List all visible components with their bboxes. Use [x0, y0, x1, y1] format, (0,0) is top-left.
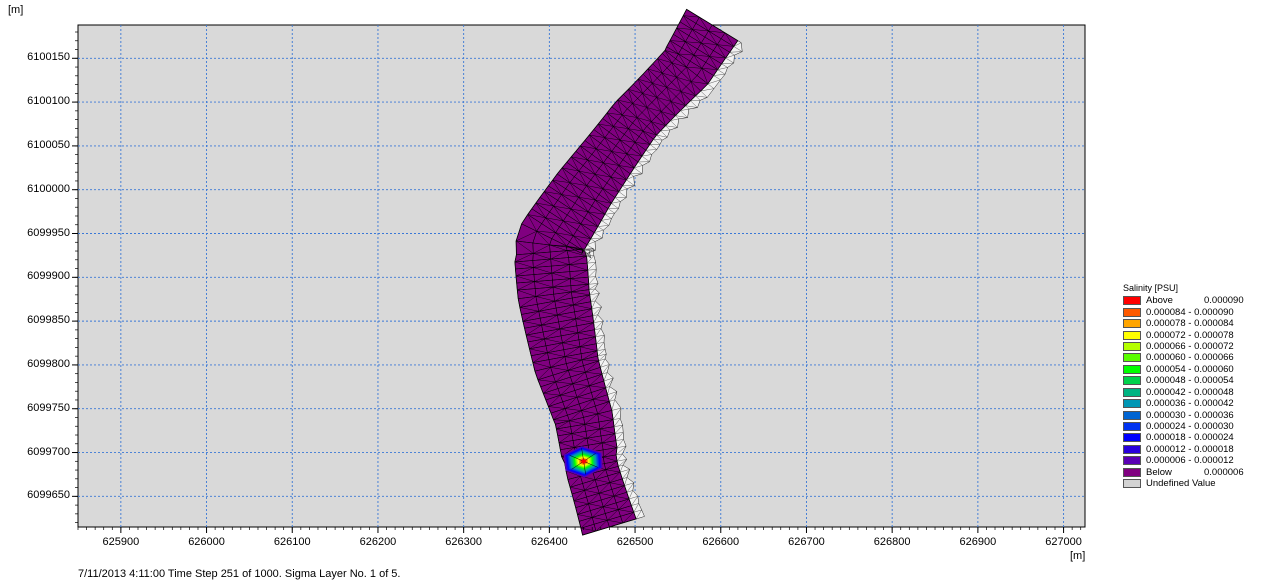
y-tick-label: 6099650	[27, 489, 70, 502]
salinity-legend: Salinity [PSU] Above 0.000090 0.000084 - 0…	[1123, 283, 1244, 489]
legend-swatch	[1123, 410, 1141, 420]
legend-item: 0.000018 - 0.000024	[1123, 432, 1244, 443]
legend-swatch	[1123, 319, 1141, 329]
legend-swatch	[1123, 433, 1141, 443]
legend-swatch	[1123, 422, 1141, 432]
legend-label: 0.000072 - 0.000078	[1146, 329, 1234, 341]
legend-label: Undefined Value	[1146, 478, 1216, 490]
x-tick-label: 625900	[102, 536, 140, 548]
y-axis-unit-label: [m]	[8, 4, 24, 16]
legend-label: 0.000054 - 0.000060	[1146, 363, 1234, 375]
legend-item: Undefined Value	[1123, 478, 1244, 489]
legend-swatch	[1123, 479, 1141, 489]
legend-swatch	[1123, 376, 1141, 386]
legend-swatch	[1123, 387, 1141, 397]
legend-item: 0.000042 - 0.000048	[1123, 387, 1244, 398]
x-tick-label: 626900	[959, 536, 997, 548]
x-axis-unit-label: [m]	[1070, 550, 1086, 562]
legend-swatch	[1123, 444, 1141, 454]
x-tick-label: 626000	[188, 536, 225, 548]
legend-item: 0.000036 - 0.000042	[1123, 398, 1244, 409]
legend-title: Salinity [PSU]	[1123, 283, 1179, 293]
x-tick-label: 626300	[445, 536, 483, 548]
legend-swatch	[1123, 353, 1141, 363]
x-tick-label: 626500	[616, 536, 654, 548]
legend-swatch	[1123, 467, 1141, 477]
y-tick-label: 6100050	[27, 138, 70, 151]
legend-swatch	[1123, 341, 1141, 351]
legend-swatch	[1123, 307, 1141, 317]
legend-swatch	[1123, 456, 1141, 466]
x-tick-label: 626200	[359, 536, 397, 548]
model-domain-mesh	[514, 8, 743, 536]
legend-label: 0.000084 - 0.000090	[1146, 306, 1234, 318]
legend-item: 0.000030 - 0.000036	[1123, 409, 1244, 421]
x-tick-label: 626400	[531, 536, 568, 548]
legend-label: Below 0.000006	[1146, 466, 1244, 478]
legend-label: 0.000030 - 0.000036	[1146, 409, 1234, 421]
legend-item: 0.000006 - 0.000012	[1123, 455, 1244, 466]
legend-label: 0.000036 - 0.000042	[1146, 398, 1234, 410]
y-tick-label: 6099900	[27, 270, 70, 283]
y-tick-label: 6100150	[27, 51, 70, 64]
y-tick-label: 6100100	[27, 95, 70, 108]
legend-label: 0.000048 - 0.000054	[1146, 375, 1234, 387]
x-tick-label: 626100	[273, 536, 311, 548]
y-tick-label: 6099750	[27, 401, 70, 414]
plume-peak	[581, 459, 586, 464]
salinity-plume	[563, 446, 603, 478]
margin-triangles	[581, 40, 743, 520]
y-tick-label: 6099700	[27, 445, 70, 458]
legend-item: Above 0.000090	[1123, 295, 1244, 306]
legend-item: 0.000084 - 0.000090	[1123, 306, 1244, 318]
legend-label: Above 0.000090	[1146, 295, 1244, 307]
legend-item: 0.000024 - 0.000030	[1123, 421, 1244, 432]
legend-item: 0.000066 - 0.000072	[1123, 341, 1244, 352]
x-tick-label: 626600	[702, 536, 740, 548]
x-tick-label: 626800	[873, 536, 911, 548]
legend-item: 0.000060 - 0.000066	[1123, 352, 1244, 363]
legend-swatch	[1123, 399, 1141, 409]
legend-swatch	[1123, 330, 1141, 340]
x-tick-label: 626700	[788, 536, 825, 548]
time-step-caption: 7/11/2013 4:11:00 Time Step 251 of 1000.…	[78, 568, 401, 580]
legend-label: 0.000060 - 0.000066	[1146, 352, 1234, 364]
legend-swatch	[1123, 364, 1141, 374]
legend-item: 0.000072 - 0.000078	[1123, 329, 1244, 341]
legend-label: 0.000018 - 0.000024	[1146, 432, 1234, 444]
legend-item: 0.000078 - 0.000084	[1123, 318, 1244, 329]
legend-label: 0.000078 - 0.000084	[1146, 318, 1234, 330]
axis-ticks	[72, 31, 1082, 533]
legend-label: 0.000006 - 0.000012	[1146, 455, 1234, 467]
y-tick-label: 6099950	[27, 226, 70, 239]
legend-item: 0.000012 - 0.000018	[1123, 444, 1244, 455]
legend-item: 0.000048 - 0.000054	[1123, 375, 1244, 386]
y-tick-label: 6099800	[27, 357, 70, 370]
mesh-triangles	[514, 9, 739, 536]
legend-swatch	[1123, 296, 1141, 306]
legend-label: 0.000012 - 0.000018	[1146, 443, 1234, 455]
legend-label: 0.000024 - 0.000030	[1146, 421, 1234, 433]
y-tick-label: 6099850	[27, 314, 70, 327]
y-tick-label: 6100000	[27, 182, 70, 195]
x-tick-label: 627000	[1045, 536, 1082, 548]
legend-label: 0.000042 - 0.000048	[1146, 386, 1234, 398]
legend-label: 0.000066 - 0.000072	[1146, 340, 1234, 352]
legend-item: 0.000054 - 0.000060	[1123, 364, 1244, 375]
legend-item: Below 0.000006	[1123, 467, 1244, 478]
